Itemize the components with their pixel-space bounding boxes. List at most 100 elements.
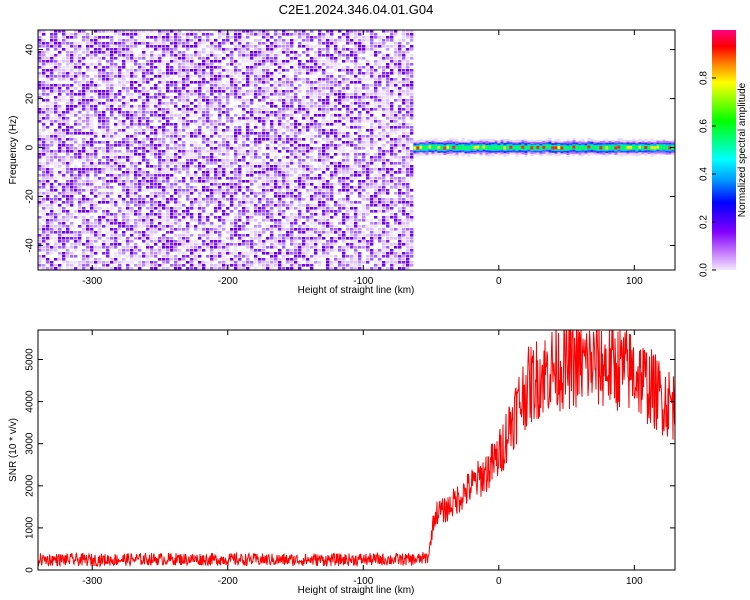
heatmap-cell bbox=[174, 144, 178, 147]
heatmap-cell bbox=[230, 252, 234, 255]
heatmap-cell bbox=[326, 105, 330, 108]
heatmap-cell bbox=[346, 66, 350, 69]
heatmap-cell bbox=[186, 123, 190, 126]
heatmap-cell bbox=[146, 72, 150, 75]
heatmap-cell bbox=[90, 171, 94, 174]
heatmap-cell bbox=[154, 243, 158, 246]
heatmap-cell bbox=[110, 216, 114, 219]
heatmap-cell bbox=[294, 156, 298, 159]
heatmap-cell bbox=[142, 30, 146, 33]
heatmap-cell bbox=[338, 159, 342, 162]
heatmap-cell bbox=[70, 144, 74, 147]
heatmap-cell bbox=[162, 249, 166, 252]
heatmap-cell bbox=[66, 195, 70, 198]
heatmap-cell bbox=[246, 243, 250, 246]
heatmap-cell bbox=[254, 120, 258, 123]
heatmap-cell bbox=[250, 156, 254, 159]
heatmap-cell bbox=[298, 99, 302, 102]
heatmap-cell bbox=[198, 198, 202, 201]
heatmap-cell bbox=[174, 264, 178, 267]
heatmap-cell bbox=[170, 81, 174, 84]
heatmap-cell bbox=[70, 147, 74, 150]
heatmap-cell bbox=[66, 231, 70, 234]
heatmap-cell bbox=[86, 219, 90, 222]
heatmap-cell bbox=[50, 210, 54, 213]
heatmap-cell bbox=[150, 216, 154, 219]
heatmap-cell bbox=[130, 153, 134, 156]
heatmap-cell bbox=[286, 219, 290, 222]
heatmap-cell bbox=[306, 231, 310, 234]
heatmap-cell bbox=[66, 183, 70, 186]
heatmap-cell bbox=[62, 186, 66, 189]
heatmap-cell bbox=[266, 264, 270, 267]
heatmap-cell bbox=[354, 57, 358, 60]
heatmap-cell bbox=[178, 96, 182, 99]
heatmap-cell bbox=[318, 30, 322, 33]
heatmap-cell bbox=[286, 138, 290, 141]
heatmap-cell bbox=[178, 207, 182, 210]
heatmap-cell bbox=[142, 159, 146, 162]
heatmap-cell bbox=[46, 195, 50, 198]
heatmap-cell bbox=[298, 105, 302, 108]
heatmap-cell bbox=[234, 39, 238, 42]
heatmap-cell bbox=[50, 93, 54, 96]
heatmap-cell bbox=[122, 54, 126, 57]
heatmap-cell bbox=[142, 51, 146, 54]
heatmap-cell bbox=[174, 141, 178, 144]
heatmap-cell bbox=[262, 216, 266, 219]
heatmap-cell bbox=[158, 192, 162, 195]
heatmap-cell bbox=[42, 213, 46, 216]
heatmap-cell bbox=[42, 192, 46, 195]
heatmap-cell bbox=[218, 36, 222, 39]
heatmap-cell bbox=[214, 57, 218, 60]
heatmap-cell bbox=[162, 267, 166, 270]
heatmap-cell bbox=[42, 90, 46, 93]
heatmap-cell bbox=[170, 132, 174, 135]
heatmap-cell bbox=[302, 132, 306, 135]
heatmap-cell bbox=[62, 111, 66, 114]
heatmap-cell bbox=[314, 90, 318, 93]
heatmap-cell bbox=[238, 186, 242, 189]
heatmap-cell bbox=[314, 105, 318, 108]
heatmap-cell bbox=[262, 246, 266, 249]
heatmap-cell bbox=[274, 174, 278, 177]
heatmap-cell bbox=[286, 51, 290, 54]
heatmap-cell bbox=[330, 72, 334, 75]
heatmap-cell bbox=[102, 48, 106, 51]
heatmap-cell bbox=[286, 174, 290, 177]
heatmap-cell bbox=[182, 81, 186, 84]
heatmap-cell bbox=[86, 171, 90, 174]
heatmap-cell bbox=[74, 87, 78, 90]
heatmap-cell bbox=[258, 45, 262, 48]
heatmap-cell bbox=[166, 177, 170, 180]
heatmap-cell bbox=[262, 66, 266, 69]
heatmap-cell bbox=[306, 165, 310, 168]
heatmap-cell bbox=[278, 213, 282, 216]
heatmap-cell bbox=[326, 111, 330, 114]
heatmap-cell bbox=[94, 111, 98, 114]
heatmap-cell bbox=[138, 114, 142, 117]
heatmap-cell bbox=[54, 150, 58, 153]
heatmap-cell bbox=[90, 129, 94, 132]
heatmap-cell bbox=[290, 60, 294, 63]
heatmap-cell bbox=[282, 141, 286, 144]
heatmap-cell bbox=[278, 204, 282, 207]
heatmap-cell bbox=[42, 168, 46, 171]
heatmap-cell bbox=[166, 252, 170, 255]
heatmap-cell bbox=[254, 117, 258, 120]
heatmap-cell bbox=[198, 117, 202, 120]
heatmap-cell bbox=[250, 99, 254, 102]
heatmap-cell bbox=[98, 141, 102, 144]
heatmap-cell bbox=[90, 204, 94, 207]
heatmap-cell bbox=[238, 204, 242, 207]
heatmap-cell bbox=[306, 180, 310, 183]
heatmap-cell bbox=[302, 126, 306, 129]
heatmap-cell bbox=[50, 201, 54, 204]
heatmap-cell bbox=[294, 75, 298, 78]
heatmap-cell bbox=[338, 210, 342, 213]
heatmap-cell bbox=[310, 177, 314, 180]
heatmap-cell bbox=[38, 66, 42, 69]
heatmap-cell bbox=[238, 99, 242, 102]
heatmap-cell bbox=[158, 240, 162, 243]
heatmap-cell bbox=[50, 87, 54, 90]
